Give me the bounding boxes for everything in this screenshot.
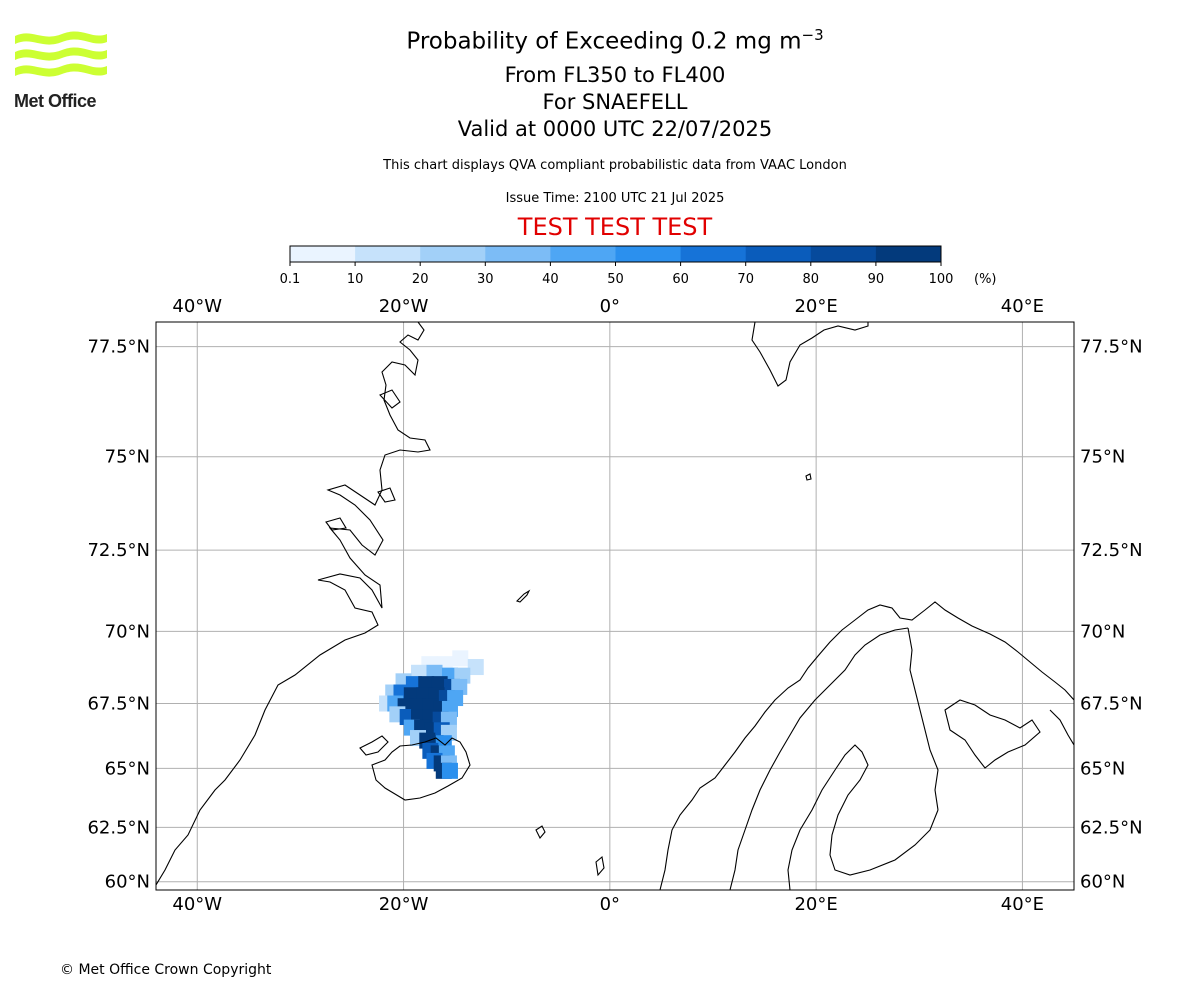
- lon-tick-label-top: 20°W: [379, 296, 429, 317]
- colorbar-segment: [355, 246, 421, 262]
- qva-note: This chart displays QVA compliant probab…: [383, 158, 847, 173]
- colorbar-tick-label: 60: [672, 272, 689, 287]
- lat-tick-label-right: 65°N: [1080, 758, 1125, 779]
- flight-levels: From FL350 to FL400: [504, 63, 726, 87]
- lat-tick-label-left: 77.5°N: [87, 337, 150, 358]
- colorbar-tick-label: 10: [347, 272, 364, 287]
- lon-tick-label-bottom: 20°E: [794, 894, 837, 910]
- colorbar-segment: [875, 246, 942, 262]
- colorbar-tick-label: 20: [412, 272, 429, 287]
- lat-tick-label-left: 65°N: [105, 758, 150, 779]
- lat-tick-label-left: 75°N: [105, 447, 150, 468]
- lat-tick-label-right: 70°N: [1080, 621, 1125, 642]
- colorbar-segment: [550, 246, 616, 262]
- lat-tick-label-right: 77.5°N: [1080, 337, 1143, 358]
- lon-tick-label-bottom: 0°: [600, 894, 620, 910]
- greenland-inlet: [377, 487, 396, 503]
- bear-island: [805, 473, 812, 481]
- map: 40°W 40°W 20°W 20°W 0° 0° 20°E 20°E 40°E 40°E 77.5…: [87, 296, 1142, 910]
- met-office-logo: [15, 31, 107, 77]
- greenland-inlet: [325, 517, 347, 531]
- map-frame: [155, 321, 1075, 891]
- lon-tick-label-bottom: 20°W: [379, 894, 429, 910]
- faroe-islands: [535, 825, 546, 839]
- colorbar-unit: (%): [974, 272, 997, 287]
- colorbar-tick-label: 30: [477, 272, 494, 287]
- kola-coast: [1049, 709, 1074, 746]
- lat-tick-label-right: 75°N: [1080, 447, 1125, 468]
- test-banner: TEST TEST TEST: [517, 213, 713, 241]
- greenland-inlet: [379, 389, 401, 409]
- chart-title: Probability of Exceeding 0.2 mg m−3: [406, 26, 824, 55]
- lat-tick-label-right: 60°N: [1080, 872, 1125, 893]
- map-background: [156, 322, 1074, 890]
- lon-tick-label-bottom: 40°W: [172, 894, 222, 910]
- lon-tick-label-top: 0°: [600, 296, 620, 317]
- colorbar-segment: [810, 246, 877, 262]
- colorbar-segment: [290, 246, 356, 262]
- copyright: © Met Office Crown Copyright: [60, 962, 272, 978]
- colorbar-segment: [420, 246, 486, 262]
- volcano-name: For SNAEFELL: [542, 90, 688, 114]
- colorbar-segment: [745, 246, 812, 262]
- lat-tick-label-right: 62.5°N: [1080, 817, 1143, 838]
- lon-tick-label-top: 40°W: [172, 296, 222, 317]
- ash-plume: [379, 650, 484, 779]
- lat-tick-label-left: 62.5°N: [87, 817, 150, 838]
- lat-tick-label-right: 72.5°N: [1080, 540, 1143, 561]
- colorbar-tick-label: 80: [803, 272, 820, 287]
- lon-tick-label-top: 40°E: [1001, 296, 1044, 317]
- issue-time: Issue Time: 2100 UTC 21 Jul 2025: [505, 191, 725, 206]
- met-office-logo-text: Met Office: [14, 91, 97, 111]
- scandinavia-coast: [659, 601, 1074, 890]
- colorbar-segment: [680, 246, 747, 262]
- logo-wave: [15, 63, 107, 77]
- sweden-finland-border: [729, 627, 909, 890]
- white-sea: [944, 699, 1041, 769]
- colorbar-segment: [615, 246, 682, 262]
- greenland-coast: [156, 322, 431, 886]
- logo-wave: [15, 47, 107, 61]
- lat-tick-label-left: 70°N: [105, 621, 150, 642]
- plume-cell: [467, 659, 484, 676]
- shetland: [595, 855, 605, 877]
- svalbard: [751, 322, 869, 387]
- plume-cell: [452, 650, 469, 667]
- finland-russia-border: [907, 627, 939, 811]
- plume-cell: [441, 762, 458, 779]
- coastlines: [156, 322, 1074, 890]
- lat-tick-label-right: 67.5°N: [1080, 694, 1143, 715]
- colorbar-segment: [485, 246, 551, 262]
- colorbar-tick-label: 70: [737, 272, 754, 287]
- axis-tick-labels: 40°W 40°W 20°W 20°W 0° 0° 20°E 20°E 40°E 40°E 77.5…: [87, 296, 1142, 910]
- colorbar-tick-label: 50: [607, 272, 624, 287]
- lat-tick-label-left: 72.5°N: [87, 540, 150, 561]
- lat-tick-label-left: 67.5°N: [87, 694, 150, 715]
- colorbar-tick-label: 100: [929, 272, 954, 287]
- colorbar-tick-label: 40: [542, 272, 559, 287]
- valid-time: Valid at 0000 UTC 22/07/2025: [457, 117, 773, 141]
- lon-tick-label-bottom: 40°E: [1001, 894, 1044, 910]
- baltic-coast: [787, 744, 939, 890]
- jan-mayen: [515, 589, 531, 603]
- gridlines: [156, 322, 1074, 890]
- colorbar-tick-label: 0.1: [280, 272, 301, 287]
- colorbar: 0.1 10 20 30 40 50 60 70 80 90 100 (%): [280, 245, 997, 287]
- logo-wave: [15, 31, 107, 45]
- lat-tick-label-left: 60°N: [105, 872, 150, 893]
- iceland-coast: [359, 735, 471, 801]
- colorbar-tick-label: 90: [868, 272, 885, 287]
- lon-tick-label-top: 20°E: [794, 296, 837, 317]
